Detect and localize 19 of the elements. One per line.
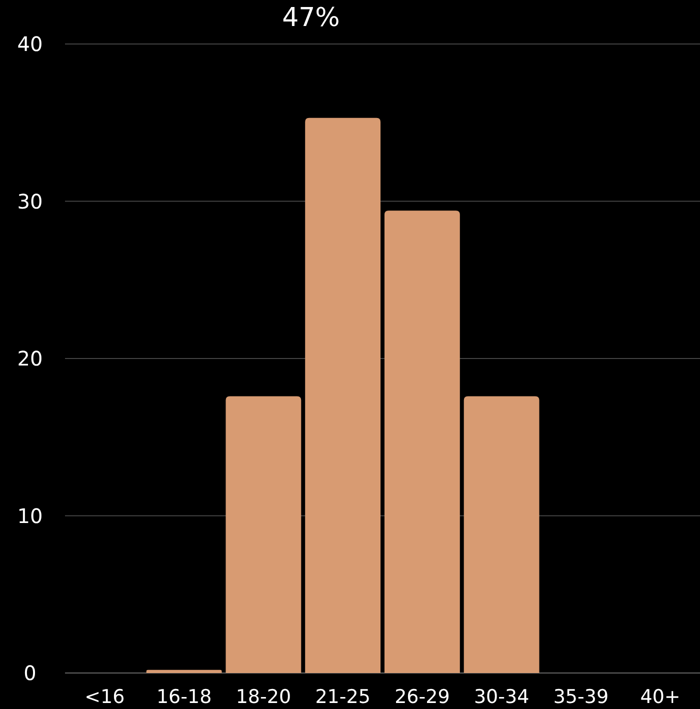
text: 47% [282,3,340,33]
bar [305,118,381,673]
bar [464,396,540,673]
x-tick-label: 21-25 [315,686,370,708]
y-tick-label: 20 [17,346,43,370]
x-tick-label: 16-18 [156,686,212,708]
x-tick-label: 30-34 [474,686,530,708]
y-tick-label: 10 [17,504,43,528]
x-tick-label: 26-29 [394,686,450,708]
bar [146,670,222,673]
y-tick-label: 0 [24,661,36,685]
y-tick-label: 40 [17,32,43,56]
x-tick-label: <16 [84,686,125,708]
y-tick-label: 30 [17,189,43,214]
bar [384,210,460,673]
bar [226,396,302,673]
x-tick-label: 35-39 [553,686,609,708]
x-tick-label: 18-20 [236,686,292,708]
x-tick-label: 40+ [640,686,680,708]
